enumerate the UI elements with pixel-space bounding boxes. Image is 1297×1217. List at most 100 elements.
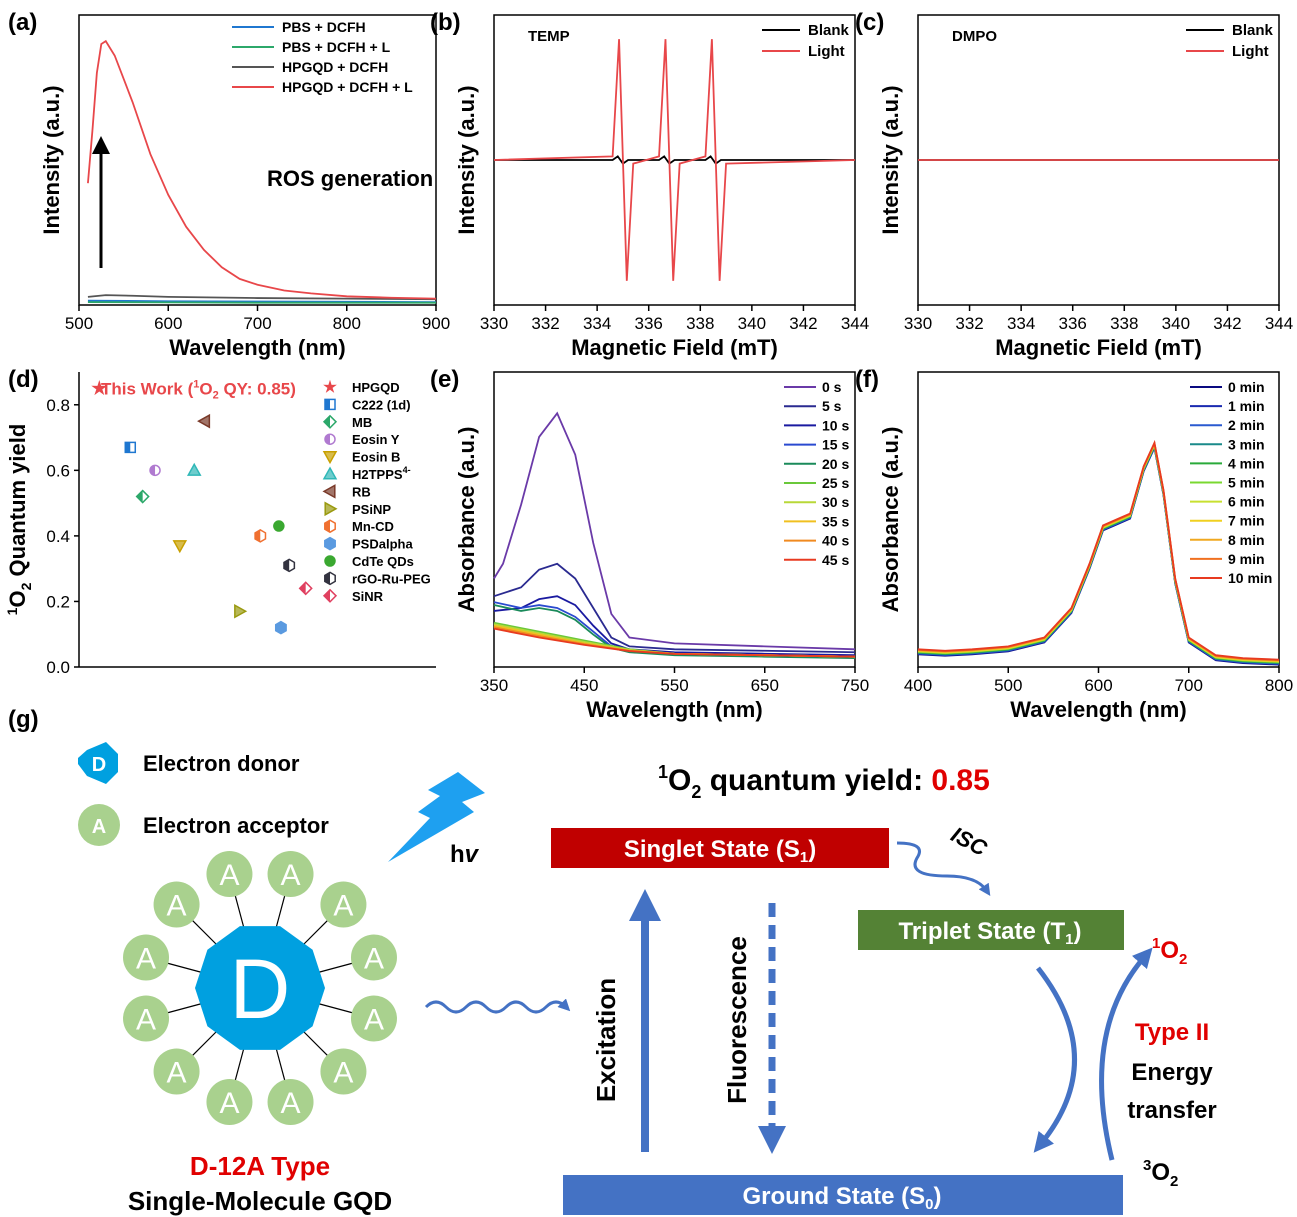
acceptor-icon <box>267 851 314 898</box>
data-point-c222-1d- <box>124 441 137 454</box>
panel-label-g: (g) <box>8 706 39 733</box>
panel-label-d: (d) <box>8 366 39 393</box>
diagram-g: D Electron donor A Electron acceptor hv … <box>78 742 1217 1216</box>
marker-fill <box>188 464 201 476</box>
y-axis-label: Intensity (a.u.) <box>878 85 903 234</box>
acceptor-letter: A <box>333 1056 353 1089</box>
marker-fill <box>198 415 210 428</box>
x-tick-label: 700 <box>243 314 271 333</box>
bond-line <box>316 962 355 974</box>
legend-entry: HPGQD + DCFH + L <box>282 79 413 95</box>
wavy-arrow-icon <box>424 998 571 1014</box>
this-work-annotation: This Work (1O2 QY: 0.85) <box>101 378 296 401</box>
acceptor-legend-letter: A <box>92 816 106 838</box>
x-tick-label: 700 <box>1175 676 1203 695</box>
acceptor-icon <box>153 1048 200 1095</box>
hv-label: hv <box>450 841 480 868</box>
acceptor-letter: A <box>281 859 301 892</box>
type2-label: Type II <box>1135 1019 1209 1046</box>
legend-entry: 10 s <box>822 417 849 433</box>
energy-up-arrow-icon <box>1099 947 1153 1161</box>
legend-entry: 1 min <box>1228 398 1265 414</box>
legend-entry: 9 min <box>1228 551 1265 567</box>
series-line-light <box>493 39 856 281</box>
probe-tag: DMPO <box>952 28 997 45</box>
x-tick-label: 800 <box>1265 676 1293 695</box>
legend-entry: rGO-Ru-PEG <box>352 571 431 586</box>
panel-label-a: (a) <box>8 9 37 36</box>
acceptor-letter: A <box>136 1004 156 1037</box>
x-tick-label: 450 <box>570 676 598 695</box>
x-tick-label: 344 <box>841 314 869 333</box>
triplet-state-label: Triplet State (T1) <box>898 918 1081 948</box>
data-point-psdalpha <box>274 620 287 635</box>
series-line-1-min <box>917 444 1280 666</box>
legend-item: rGO-Ru-PEG <box>324 571 431 586</box>
donor-legend-label: Electron donor <box>143 751 300 776</box>
y-tick-label: 0.8 <box>46 396 70 415</box>
x-tick-label: 342 <box>789 314 817 333</box>
singlet-state-label: Singlet State (S1) <box>624 836 816 866</box>
marker-hexagon <box>324 536 336 551</box>
chart-f: 400 500 600 700 800 Wavelength (nm) Absorbance… <box>878 371 1293 722</box>
series-line-6-min <box>917 441 1280 663</box>
x-axis-label: Wavelength (nm) <box>1010 697 1186 722</box>
legend-item: PSDalpha <box>324 536 413 552</box>
series-line-hpgqd-dcfh-l <box>87 39 437 300</box>
marker-fill <box>324 485 335 498</box>
marker-fill <box>324 589 330 602</box>
x-tick-label: 338 <box>1110 314 1138 333</box>
legend-entry: Blank <box>1232 22 1274 39</box>
acceptor-letter: A <box>136 942 156 975</box>
energy-down-arrow-icon <box>1033 966 1077 1153</box>
legend-entry: 45 s <box>822 552 849 568</box>
y-tick-label: 0.4 <box>46 527 70 546</box>
plot-frame <box>917 371 1280 668</box>
legend-item: Eosin B <box>322 450 400 465</box>
energy-label: Energy <box>1131 1059 1213 1086</box>
data-point-eosin-b <box>172 540 188 554</box>
donor-legend-letter: D <box>92 754 106 776</box>
y-axis-label: 1O2 Quantum yield <box>4 424 34 616</box>
legend-item: SiNR <box>322 588 384 604</box>
series-line-3-min <box>917 443 1280 665</box>
plot-frame <box>493 371 856 668</box>
marker-fill <box>125 442 131 453</box>
acceptor-icon <box>350 995 397 1042</box>
data-point-mb <box>135 489 150 504</box>
chart-b: 330 332 334 336 338 340 342 344 Magnetic Field (… <box>454 14 869 360</box>
bond-line <box>190 918 220 948</box>
marker-fill <box>325 502 336 515</box>
legend-item: MB <box>322 414 372 430</box>
acceptor-icon <box>320 1048 367 1095</box>
marker-fill <box>136 490 143 503</box>
series-line-5-min <box>917 442 1280 664</box>
isc-label: ISC <box>947 822 992 862</box>
marker-star <box>323 379 337 393</box>
qy-title: 1O2 quantum yield: 0.85 <box>658 762 990 802</box>
legend-entry: PBS + DCFH + L <box>282 39 391 55</box>
chart-a: 500 600 700 800 900 Wavelength (nm) Intensity … <box>39 14 450 360</box>
series-line-blank <box>494 155 855 165</box>
x-tick-label: 900 <box>422 314 450 333</box>
series-line-hpgqd-dcfh <box>87 294 437 301</box>
bond-line <box>300 918 330 948</box>
acceptor-icon <box>123 934 170 981</box>
x-axis-label: Wavelength (nm) <box>169 335 345 360</box>
bond-line <box>165 1002 204 1014</box>
marker-fill <box>234 605 246 618</box>
data-point-psinp <box>234 604 248 619</box>
legend-entry: Eosin Y <box>352 432 400 447</box>
legend-entry: 0 s <box>822 379 842 395</box>
probe-tag: TEMP <box>528 28 570 45</box>
marker-fill <box>173 540 186 552</box>
data-point-mn-cd <box>254 529 267 543</box>
y-tick-label: 0.0 <box>46 658 70 677</box>
bond-line <box>300 1028 330 1058</box>
panel-label-c: (c) <box>855 9 884 36</box>
x-axis-label: Wavelength (nm) <box>586 697 762 722</box>
ros-annotation: ROS generation <box>267 166 433 191</box>
type-label: D-12A Type <box>190 1151 330 1181</box>
series-line-10-min <box>917 439 1280 661</box>
bond-line <box>165 962 204 974</box>
